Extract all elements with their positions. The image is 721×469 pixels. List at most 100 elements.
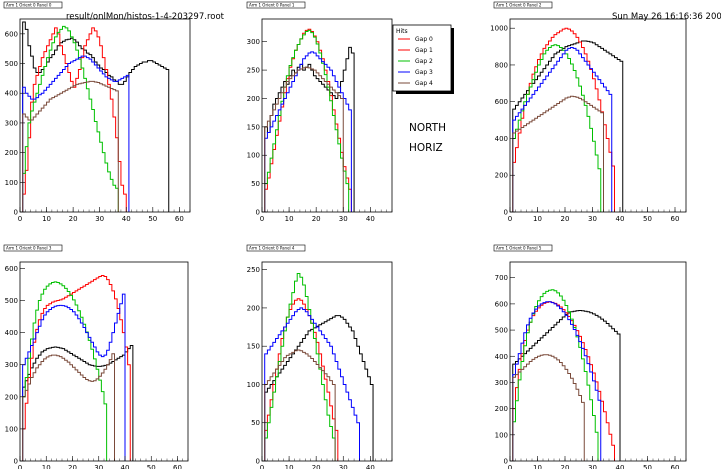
- series-line-3: [264, 307, 360, 461]
- x-tick-label: 60: [671, 215, 680, 223]
- x-tick-label: 50: [147, 464, 156, 469]
- histogram-panel-2: Arm 1 Orient 0 Panel 20 10 20 30 40 50 6002004…: [490, 1, 687, 223]
- y-tick-label: 200: [247, 95, 260, 103]
- x-tick-label: 10: [42, 215, 51, 223]
- x-tick-label: 0: [260, 464, 264, 469]
- x-tick-label: 60: [671, 464, 680, 469]
- x-tick-label: 60: [175, 215, 184, 223]
- y-tick-label: 400: [5, 90, 18, 98]
- y-tick-label: 50: [251, 419, 260, 427]
- y-tick-label: 200: [247, 304, 260, 312]
- series-line-2: [22, 25, 119, 212]
- y-tick-label: 0: [256, 458, 260, 466]
- y-tick-label: 200: [5, 393, 18, 401]
- y-tick-label: 400: [5, 329, 18, 337]
- series-line-3: [22, 55, 130, 212]
- y-tick-label: 200: [495, 405, 508, 413]
- series-line-1: [512, 27, 615, 212]
- histogram-panel-1: Arm 1 Orient 0 Panel 1 0 10 20 30 40 0 50 100 150…: [246, 1, 393, 223]
- y-tick-label: 600: [5, 265, 18, 273]
- plot-frame: [509, 261, 687, 462]
- x-tick-label: 20: [561, 464, 570, 469]
- x-tick-label: 20: [68, 464, 77, 469]
- panel-title-box: [493, 244, 553, 252]
- x-tick-label: 30: [588, 215, 597, 223]
- x-tick-label: 60: [173, 464, 182, 469]
- legend-label-1: Gap 1: [415, 47, 433, 54]
- x-tick-label: 20: [312, 215, 321, 223]
- histogram-panel-5: Arm 1 Orient 0 Panel 50 10 20 30 40 50 6001002…: [493, 244, 687, 469]
- y-tick-label: 100: [5, 425, 18, 433]
- legend-label-0: Gap 0: [415, 36, 433, 43]
- x-tick-label: 50: [148, 215, 157, 223]
- series-line-4: [264, 349, 336, 461]
- y-tick-label: 500: [5, 297, 18, 305]
- y-tick-label: 1000: [490, 25, 508, 33]
- y-tick-label: 100: [495, 431, 508, 439]
- x-tick-label: 10: [285, 464, 294, 469]
- x-tick-label: 30: [95, 215, 104, 223]
- y-tick-label: 100: [5, 179, 18, 187]
- date-label: Sun May 26 16:16:36 2006: [612, 12, 721, 22]
- x-tick-label: 50: [643, 215, 652, 223]
- panel-title: Arm 1 Orient 0 Panel 3: [6, 246, 52, 251]
- x-tick-label: 0: [260, 215, 264, 223]
- series-line-2: [512, 44, 602, 212]
- y-tick-label: 300: [5, 361, 18, 369]
- x-tick-label: 40: [366, 215, 375, 223]
- y-tick-label: 300: [247, 38, 260, 46]
- series-line-0: [22, 21, 170, 212]
- plot-frame: [509, 18, 687, 213]
- panel-title: Arm 1 Orient 0 Panel 1: [249, 3, 295, 8]
- y-tick-label: 500: [495, 327, 508, 335]
- legend-box: Hits Gap 0 Gap 1 Gap 2 Gap 3 Gap 4: [392, 24, 454, 94]
- series-line-1: [22, 27, 127, 212]
- x-tick-label: 30: [339, 215, 348, 223]
- x-tick-label: 20: [561, 215, 570, 223]
- x-tick-label: 0: [508, 464, 512, 469]
- x-tick-label: 30: [588, 464, 597, 469]
- annotation-horiz: HORIZ: [409, 142, 443, 154]
- y-tick-label: 400: [495, 353, 508, 361]
- y-tick-label: 150: [247, 343, 260, 351]
- x-tick-label: 10: [533, 464, 542, 469]
- x-tick-label: 40: [616, 215, 625, 223]
- series-line-2: [512, 289, 599, 461]
- plot-frame: [19, 261, 189, 462]
- histogram-panel-4: Arm 1 Orient 0 Panel 4 0 10 20 30 40 0 50 100 150…: [246, 244, 393, 469]
- legend-items: Gap 0 Gap 1 Gap 2 Gap 3 Gap 4: [398, 36, 433, 87]
- y-tick-label: 100: [247, 381, 260, 389]
- y-tick-label: 250: [247, 266, 260, 274]
- plot-frame: [261, 18, 393, 213]
- y-tick-label: 600: [495, 300, 508, 308]
- series-line-0: [264, 315, 374, 461]
- panel-title-box: [246, 244, 306, 252]
- series-line-4: [512, 95, 604, 212]
- legend-label-4: Gap 4: [415, 80, 433, 87]
- y-tick-label: 0: [14, 209, 18, 217]
- x-tick-label: 40: [121, 464, 130, 469]
- y-tick-label: 100: [247, 152, 260, 160]
- y-tick-label: 300: [5, 119, 18, 127]
- panel-title: Arm 1 Orient 0 Panel 2: [496, 3, 542, 8]
- panel-title-box: [3, 1, 63, 9]
- series-line-0: [22, 344, 134, 461]
- panel-title-box: [3, 244, 63, 252]
- panel-title: Arm 1 Orient 0 Panel 0: [6, 3, 52, 8]
- panel-title-box: [246, 1, 306, 9]
- x-tick-label: 20: [69, 215, 78, 223]
- y-tick-label: 400: [495, 135, 508, 143]
- y-tick-label: 0: [14, 458, 18, 466]
- x-tick-label: 0: [18, 215, 22, 223]
- legend-label-2: Gap 2: [415, 58, 433, 65]
- series-line-2: [264, 29, 350, 212]
- y-tick-label: 800: [495, 61, 508, 69]
- x-tick-label: 10: [42, 464, 51, 469]
- x-tick-label: 10: [285, 215, 294, 223]
- series-line-3: [512, 46, 613, 212]
- y-tick-label: 0: [504, 458, 508, 466]
- series-line-1: [264, 28, 352, 212]
- y-tick-label: 0: [256, 209, 260, 217]
- legend-label-3: Gap 3: [415, 69, 433, 76]
